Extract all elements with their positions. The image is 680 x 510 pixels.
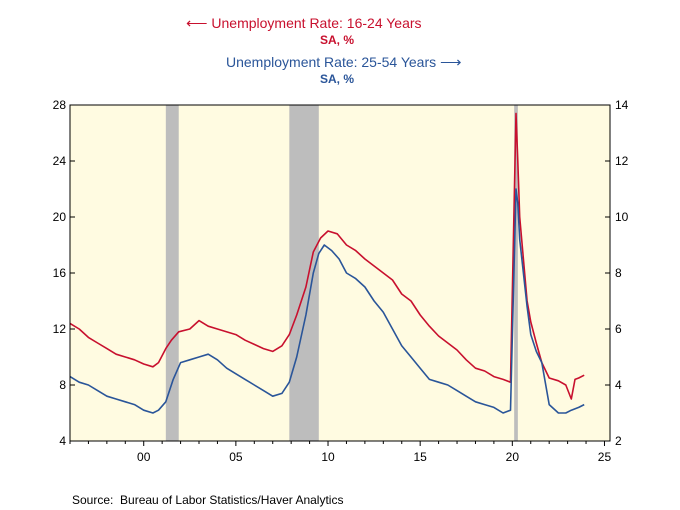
series-line-16-24: [69, 112, 585, 400]
source-note: Source: Bureau of Labor Statistics/Haver…: [72, 493, 344, 507]
series-line-25-54: [69, 188, 585, 414]
left-tick-label: 24: [53, 154, 67, 168]
right-tick-label: 14: [615, 98, 629, 112]
left-tick-label: 16: [53, 266, 67, 280]
x-tick-label: 20: [506, 450, 520, 464]
plot-area: [70, 105, 610, 441]
legend-units-25-54: SA, %: [320, 72, 355, 86]
right-tick-label: 4: [615, 378, 622, 392]
right-arrow-icon: ⟶: [440, 54, 462, 71]
right-tick-label: 12: [615, 154, 629, 168]
legend-label-25-54: Unemployment Rate: 25-54 Years: [226, 54, 437, 70]
legend-series-25-54: Unemployment Rate: 25-54 Years ⟶: [226, 53, 462, 71]
x-tick-label: 15: [413, 450, 427, 464]
x-tick-label: 25: [598, 450, 612, 464]
left-tick-label: 20: [53, 210, 67, 224]
right-tick-label: 6: [615, 322, 622, 336]
recession-band: [514, 105, 518, 441]
x-tick-label: 10: [321, 450, 335, 464]
x-tick-label: 05: [229, 450, 243, 464]
x-tick-label: 00: [137, 450, 151, 464]
legend-series-16-24: ⟵ Unemployment Rate: 16-24 Years: [186, 14, 422, 32]
left-tick-label: 4: [59, 434, 66, 448]
right-tick-label: 10: [615, 210, 629, 224]
right-tick-label: 8: [615, 266, 622, 280]
recession-band: [165, 105, 179, 441]
right-tick-label: 2: [615, 434, 622, 448]
left-tick-label: 28: [53, 98, 67, 112]
recession-band: [289, 105, 319, 441]
legend-units-16-24: SA, %: [320, 33, 355, 47]
left-arrow-icon: ⟵: [186, 15, 208, 32]
legend-label-16-24: Unemployment Rate: 16-24 Years: [211, 15, 422, 31]
left-tick-label: 8: [59, 378, 66, 392]
left-tick-label: 12: [53, 322, 67, 336]
